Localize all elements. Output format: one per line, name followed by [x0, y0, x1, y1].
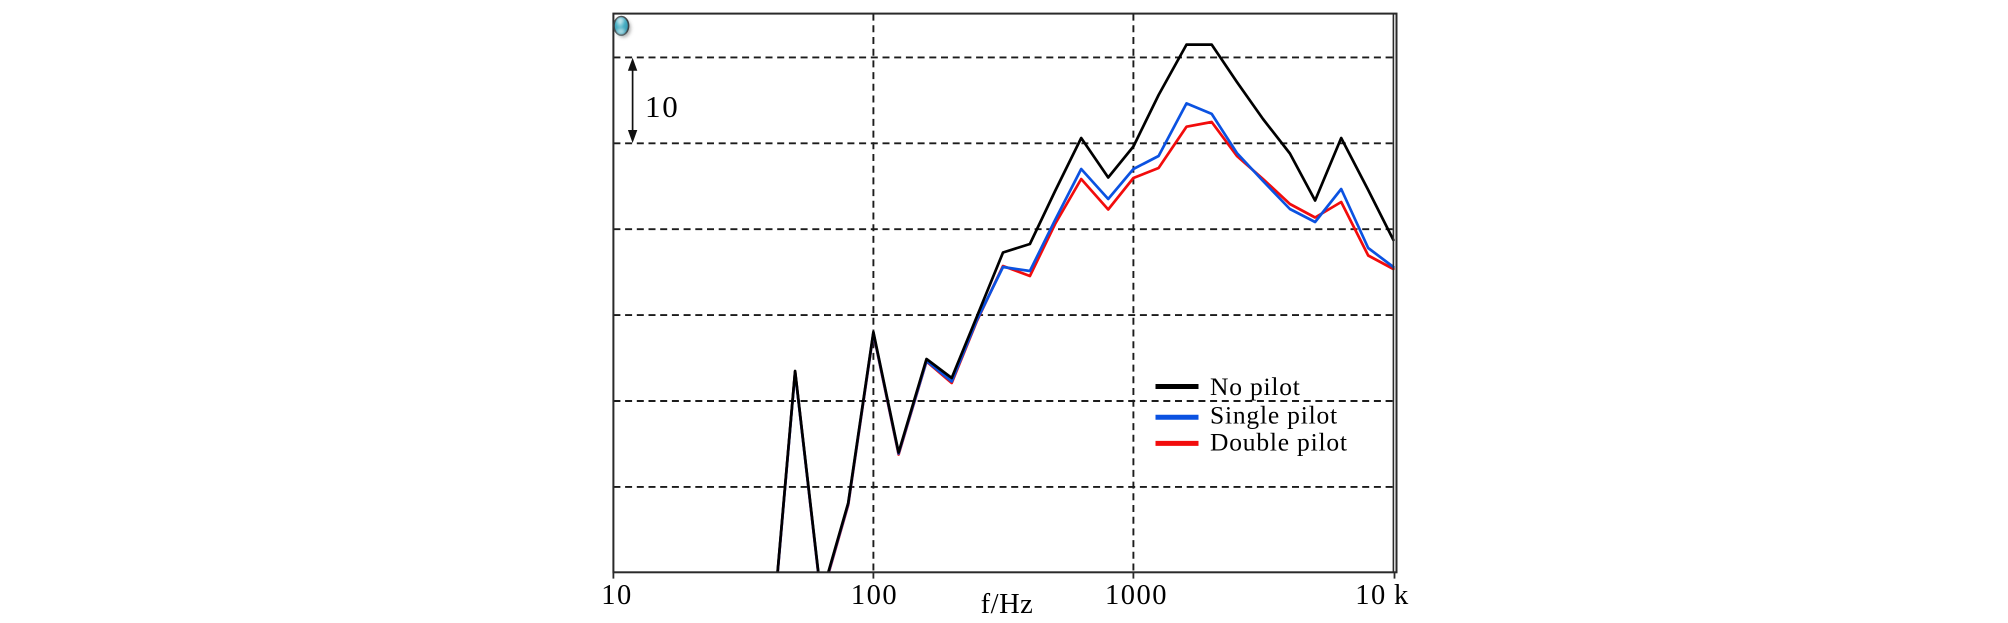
- svg-text:1000: 1000: [1105, 580, 1168, 611]
- svg-text:Single pilot: Single pilot: [1210, 401, 1338, 430]
- svg-text:f/Hz: f/Hz: [981, 589, 1034, 620]
- svg-text:Double pilot: Double pilot: [1210, 428, 1348, 457]
- svg-text:No pilot: No pilot: [1210, 372, 1301, 401]
- svg-text:100: 100: [851, 580, 898, 611]
- svg-text:10 k: 10 k: [1355, 580, 1409, 611]
- svg-text:10: 10: [601, 580, 633, 611]
- svg-text:10: 10: [645, 89, 680, 124]
